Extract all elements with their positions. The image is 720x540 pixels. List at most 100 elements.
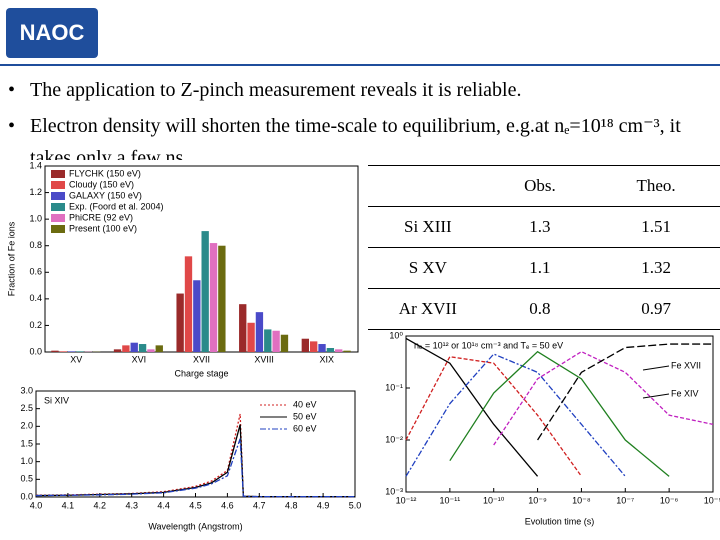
line-chart: 0.0 0.5 1.0 1.5 2.0 2.5 3.0 Wavelength (Angstro… — [0, 385, 365, 535]
table-row: S XV 1.1 1.32 — [368, 247, 720, 289]
bar — [59, 351, 67, 352]
bar — [280, 334, 289, 352]
x-tick-label: 10⁻⁸ — [572, 495, 591, 505]
bar — [247, 322, 255, 352]
annotation: Si XIV — [44, 395, 69, 405]
x-tick-label: 4.5 — [189, 500, 202, 510]
x-tick-label: XVII — [193, 354, 210, 364]
x-tick-label: 10⁻¹² — [396, 495, 417, 505]
x-tick-label: 10⁻⁹ — [528, 495, 547, 505]
header-cell: Obs. — [487, 165, 593, 207]
bar — [51, 350, 59, 352]
bar — [184, 256, 193, 352]
bar — [193, 280, 201, 352]
bar — [176, 293, 184, 352]
x-tick-label: XIX — [319, 354, 334, 364]
cell: S XV — [368, 247, 488, 289]
y-tick-label: 0.4 — [29, 293, 42, 303]
x-tick-label: 4.1 — [62, 500, 75, 510]
x-tick-label: 4.8 — [285, 500, 298, 510]
cell: 1.3 — [487, 206, 593, 248]
y-tick-label: 2.0 — [20, 421, 33, 431]
legend-swatch — [51, 203, 65, 211]
header-rule — [0, 64, 720, 66]
legend-label: Present (100 eV) — [69, 223, 137, 233]
y-tick-label: 0.5 — [20, 474, 33, 484]
cell: 1.1 — [487, 247, 593, 289]
y-tick-label: 10⁻¹ — [385, 382, 403, 392]
y-tick-label: 1.5 — [20, 438, 33, 448]
x-tick-label: 4.2 — [94, 500, 107, 510]
y-tick-label: 2.5 — [20, 403, 33, 413]
label-arrow — [642, 393, 670, 399]
x-tick-label: XV — [70, 354, 82, 364]
y-tick-label: 1.4 — [29, 160, 42, 170]
y-tick-label: 0.2 — [29, 320, 42, 330]
legend-label: GALAXY (150 eV) — [69, 190, 142, 200]
cell: 1.51 — [592, 206, 720, 248]
legend-swatch — [51, 225, 65, 233]
header-cell: Theo. — [592, 165, 720, 207]
bar — [264, 329, 272, 352]
y-tick-label: 0.8 — [29, 240, 42, 250]
annotation: nₑ = 10¹² or 10¹⁸ cm⁻³ and Tₑ = 50 eV — [414, 340, 563, 350]
table-row: Si XIII 1.3 1.51 — [368, 206, 720, 248]
y-tick-label: 3.0 — [20, 385, 33, 395]
bar — [239, 304, 247, 352]
y-tick-label: 0.0 — [29, 346, 42, 356]
series-line — [405, 337, 539, 477]
bar — [310, 341, 318, 352]
bar — [138, 344, 147, 352]
bar — [326, 348, 335, 352]
cell: 1.32 — [592, 247, 720, 289]
x-tick-label: 4.7 — [253, 500, 266, 510]
bar — [147, 349, 155, 352]
series-line — [493, 350, 714, 446]
bar — [318, 344, 326, 352]
bar — [209, 243, 218, 352]
plot-frame — [405, 335, 714, 493]
cell: Ar XVII — [368, 288, 488, 330]
x-tick-label: 4.9 — [317, 500, 330, 510]
bar — [113, 349, 122, 352]
x-tick-label: 4.6 — [221, 500, 234, 510]
curve-label: Fe XVII — [671, 360, 701, 370]
x-axis-label: Evolution time (s) — [525, 516, 595, 526]
cell: 0.8 — [487, 288, 593, 330]
cell: 0.97 — [592, 288, 720, 330]
curve-label: Fe XIV — [671, 388, 699, 398]
series-line — [35, 438, 355, 498]
x-tick-label: 5.0 — [349, 500, 362, 510]
x-axis-label: Wavelength (Angstrom) — [148, 521, 242, 531]
y-tick-label: 10⁻³ — [385, 486, 403, 496]
bar — [255, 312, 264, 352]
series-line — [405, 355, 582, 477]
x-axis-label: Charge stage — [174, 368, 228, 378]
x-tick-label: 4.3 — [125, 500, 138, 510]
bar-chart: 0.0 0.2 0.4 0.6 0.8 1.0 1.2 1.4 Charge stage Frac… — [0, 160, 365, 385]
y-tick-label: 1.0 — [20, 456, 33, 466]
series-line — [449, 350, 670, 477]
legend-label: Exp. (Foord et al. 2004) — [69, 201, 164, 211]
legend-label: 40 eV — [293, 399, 317, 409]
x-tick-label: 10⁻¹⁰ — [483, 495, 505, 505]
y-tick-label: 1.2 — [29, 187, 42, 197]
legend-label: 50 eV — [293, 411, 317, 421]
y-tick-label: 10⁻² — [385, 434, 403, 444]
legend-label: 60 eV — [293, 423, 317, 433]
x-tick-label: 10⁻⁵ — [704, 495, 720, 505]
legend-label: FLYCHK (150 eV) — [69, 168, 141, 178]
legend-swatch — [51, 170, 65, 178]
y-tick-label: 0.0 — [20, 491, 33, 501]
x-tick-label: XVIII — [254, 354, 274, 364]
bar — [301, 338, 310, 352]
bar — [76, 351, 84, 352]
legend-label: PhiCRE (92 eV) — [69, 212, 133, 222]
logo: NAOC — [6, 8, 98, 58]
series-line — [537, 343, 713, 441]
legend-swatch — [51, 192, 65, 200]
label-arrow — [642, 365, 670, 371]
series-line — [405, 353, 626, 477]
legend-label: Cloudy (150 eV) — [69, 179, 134, 189]
x-tick-label: 10⁻¹¹ — [439, 495, 460, 505]
